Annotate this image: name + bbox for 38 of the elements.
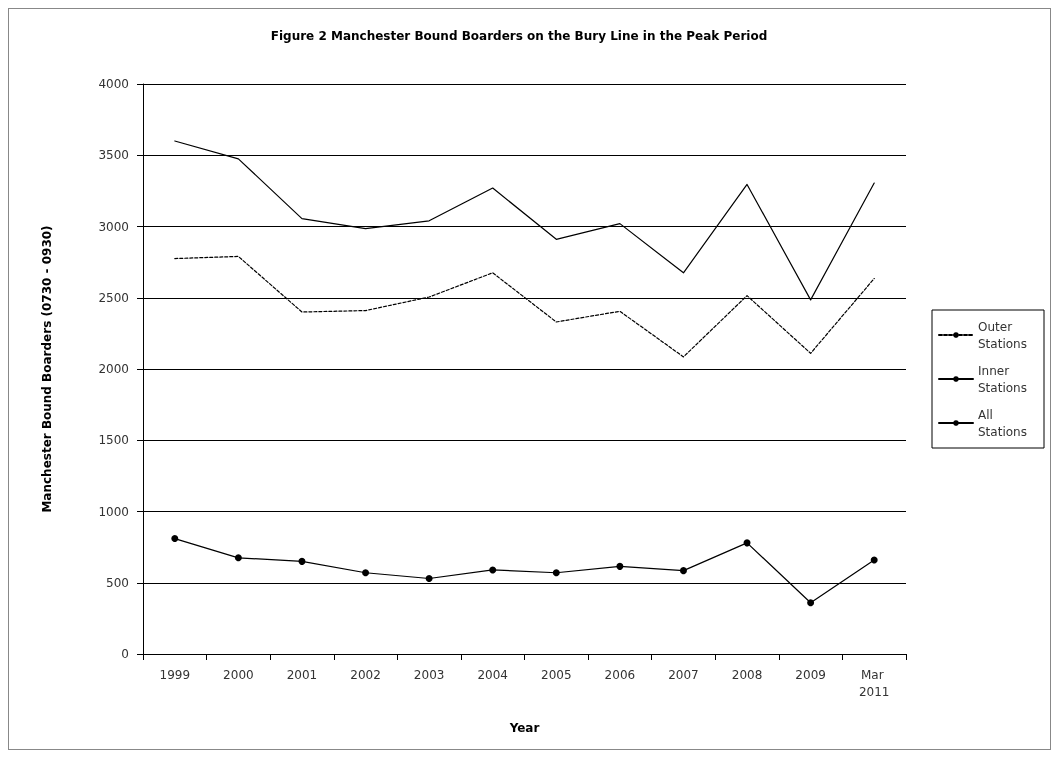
x-tick-label: Mar 2011 [858,667,890,699]
legend-label: Inner Stations [978,363,1027,395]
y-tick-label: 3500 [98,148,129,163]
point [362,569,370,577]
x-tick-label: 2001 [286,667,318,682]
point [298,557,306,565]
point [679,567,687,575]
y-tick-label: 500 [106,575,129,590]
point [171,535,179,543]
point [425,574,433,582]
point [552,569,560,577]
x-tick-label: 2004 [477,667,508,682]
point [870,556,878,564]
x-tick-label: 2000 [223,667,254,682]
y-tick-label: 3000 [98,219,129,234]
x-axis-title: Year [508,721,540,735]
x-tick-label: 2009 [795,667,826,682]
x-tick-label: 2002 [350,667,381,682]
point [807,599,815,607]
x-tick-label: 2008 [731,667,763,682]
y-tick-label: 1000 [98,504,129,519]
y-tick-label: 2500 [98,290,129,305]
legend-label: All Stations [978,407,1027,439]
y-tick-label: 2000 [98,362,129,376]
x-tick-label: 2003 [413,667,445,682]
legend-label: Outer Stations [978,319,1027,351]
x-tick-label: 2006 [604,667,636,682]
x-tick-label: 2007 [668,667,699,682]
x-tick-label: 1999 [159,667,191,682]
y-tick-label: 4000 [98,77,129,91]
y-tick-label: 0 [121,647,129,661]
point [616,562,624,570]
chart-title: Figure 2 Manchester Bound Boarders on the Bury Line in the Peak Period [270,29,768,43]
point [489,566,497,574]
y-axis-title: Manchester Bound Boarders (0730 - 0930) [40,225,54,513]
x-tick-label: 2005 [541,667,572,682]
point [234,554,242,562]
y-tick-label: 1500 [98,433,129,448]
